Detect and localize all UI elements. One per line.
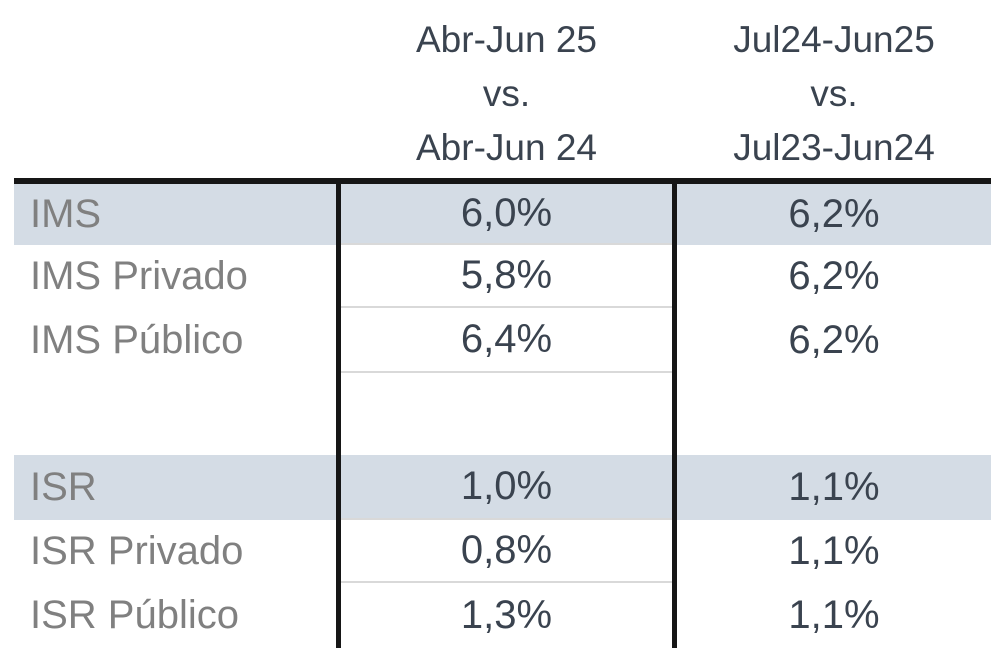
row-label: IMS Privado — [30, 254, 248, 298]
value-cell — [341, 373, 672, 455]
vertical-divider — [672, 184, 677, 245]
table-row-isr: ISR 1,0% 1,1% — [14, 455, 991, 520]
value-cell: 1,3% — [460, 593, 553, 637]
table-row-isr-publico: ISR Público 1,3% 1,1% — [14, 583, 991, 648]
value-cell: 1,1% — [788, 529, 880, 573]
vertical-divider — [336, 373, 341, 455]
header-line: Jul23-Jun24 — [733, 127, 935, 168]
vertical-divider — [672, 520, 677, 583]
row-label: ISR — [30, 465, 97, 509]
header-line: Abr-Jun 25 — [416, 19, 597, 60]
results-table: IMS 6,0% 6,2% IMS Privado 5,8% 6,2% IMS … — [14, 178, 991, 648]
column-header-period-1: Abr-Jun 25 vs. Abr-Jun 24 — [341, 0, 672, 178]
table-row-ims: IMS 6,0% 6,2% — [14, 184, 991, 245]
header-line: Abr-Jun 24 — [416, 127, 597, 168]
row-label: ISR Privado — [30, 529, 244, 573]
row-label: IMS — [30, 192, 102, 236]
row-label: IMS Público — [30, 318, 244, 362]
vertical-divider — [336, 520, 341, 583]
table-row-ims-privado: IMS Privado 5,8% 6,2% — [14, 245, 991, 308]
value-cell — [677, 373, 991, 455]
header-line: vs. — [810, 73, 858, 114]
table-row-ims-publico: IMS Público 6,4% 6,2% — [14, 308, 991, 373]
top-border — [14, 178, 991, 184]
header-line: Jul24-Jun25 — [733, 19, 935, 60]
vertical-divider — [336, 245, 341, 308]
value-cell: 0,8% — [341, 520, 672, 583]
value-cell: 6,2% — [788, 318, 880, 362]
value-cell: 6,2% — [788, 192, 880, 236]
column-header-period-2: Jul24-Jun25 vs. Jul23-Jun24 — [677, 0, 991, 178]
value-cell: 6,4% — [341, 308, 672, 373]
row-label — [14, 373, 336, 455]
header-line: vs. — [482, 73, 531, 114]
vertical-divider — [336, 455, 341, 520]
row-label: ISR Público — [30, 593, 239, 637]
vertical-divider — [672, 455, 677, 520]
vertical-divider — [672, 308, 677, 373]
table-row-isr-privado: ISR Privado 0,8% 1,1% — [14, 520, 991, 583]
vertical-divider — [672, 583, 677, 648]
value-cell: 6,0% — [341, 184, 672, 245]
vertical-divider — [672, 373, 677, 455]
vertical-divider — [672, 245, 677, 308]
value-cell: 5,8% — [341, 245, 672, 308]
value-cell: 1,0% — [341, 455, 672, 520]
value-cell: 1,1% — [788, 593, 880, 637]
vertical-divider — [336, 308, 341, 373]
table-row-spacer — [14, 373, 991, 455]
vertical-divider — [336, 583, 341, 648]
vertical-divider — [336, 184, 341, 245]
value-cell: 6,2% — [788, 254, 880, 298]
value-cell: 1,1% — [788, 465, 880, 509]
